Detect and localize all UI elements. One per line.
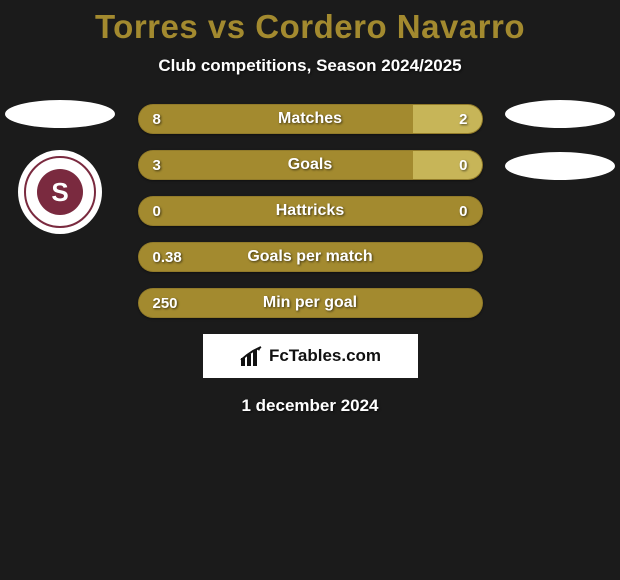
brand-box: FcTables.com [203, 334, 418, 378]
stat-bar-right [413, 151, 482, 179]
right-player-column [500, 104, 620, 180]
stat-bar-right [413, 105, 482, 133]
stat-bar-left [139, 289, 482, 317]
stat-bar-left [139, 197, 482, 225]
player-photo-placeholder [5, 100, 115, 128]
stat-bars: Matches82 Goals30 Hattricks00 Goals per mat… [138, 104, 483, 318]
stat-row: Goals per match0.38 [138, 242, 483, 272]
stat-bar-left [139, 105, 413, 133]
club-badge-ring [24, 156, 96, 228]
stat-row: Min per goal250 [138, 288, 483, 318]
stat-row: Goals30 [138, 150, 483, 180]
stat-row: Matches82 [138, 104, 483, 134]
brand-text: FcTables.com [269, 346, 381, 366]
footer-date: 1 december 2024 [0, 396, 620, 416]
club-badge-placeholder [505, 152, 615, 180]
stat-bar-left [139, 151, 413, 179]
page-title: Torres vs Cordero Navarro [0, 0, 620, 46]
page-subtitle: Club competitions, Season 2024/2025 [0, 56, 620, 76]
player-photo-placeholder [505, 100, 615, 128]
stat-row: Hattricks00 [138, 196, 483, 226]
comparison-content: S Matches82 Goals30 Hattricks00 Goals per m… [0, 104, 620, 416]
left-player-column: S [0, 104, 120, 234]
brand-chart-icon [239, 346, 265, 366]
stat-bar-left [139, 243, 482, 271]
club-badge: S [18, 150, 102, 234]
